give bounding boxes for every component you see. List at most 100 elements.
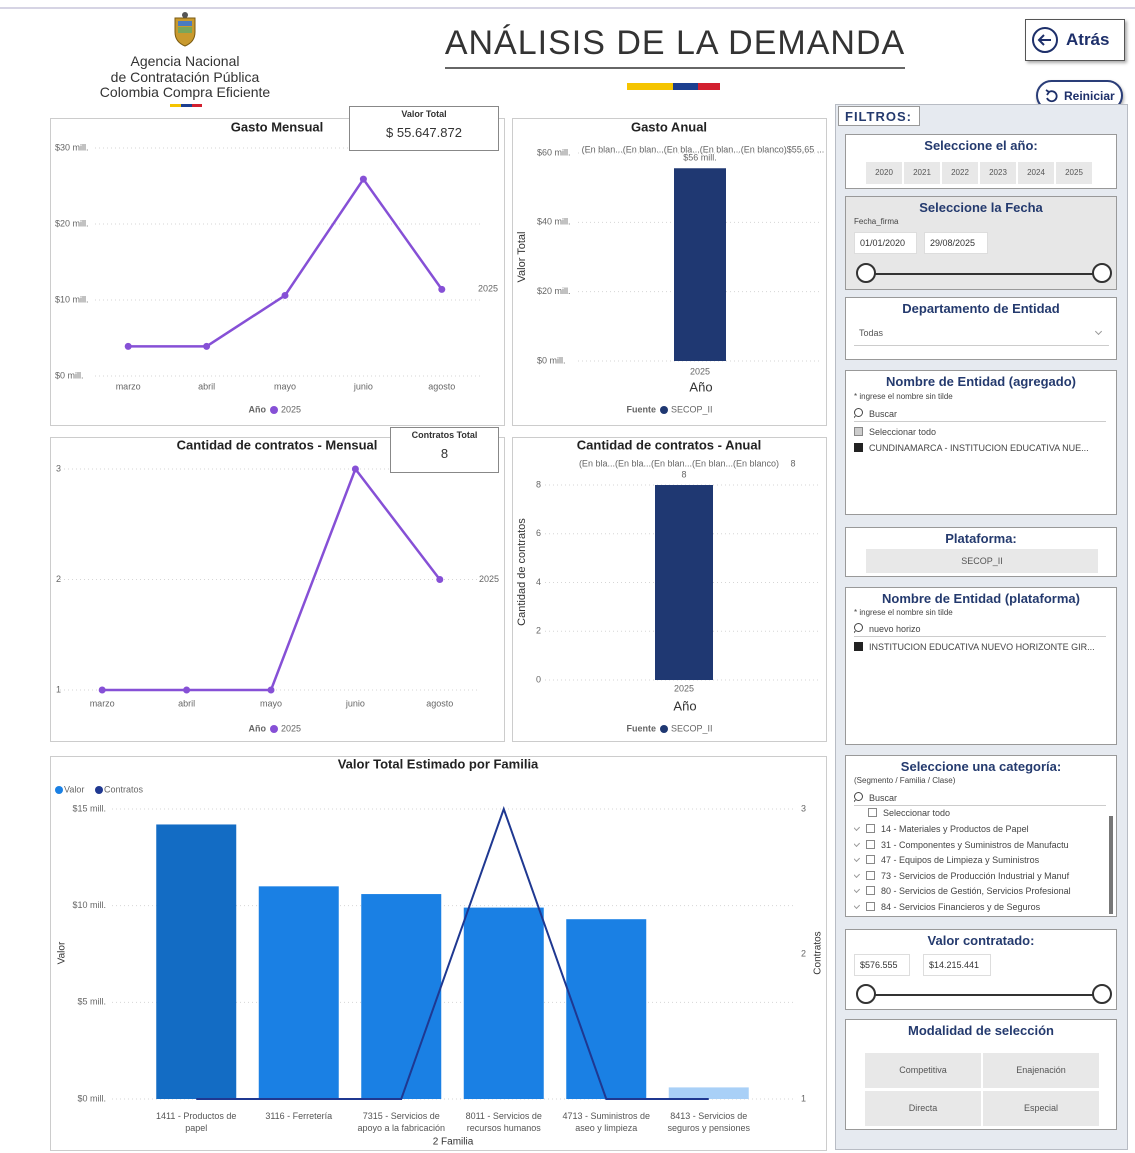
annotation: (En bla...(En bla...(En blan...(En blan.… (579, 458, 779, 468)
checkbox (866, 855, 875, 865)
year-option[interactable]: 2022 (942, 162, 978, 184)
slider-knob[interactable] (856, 984, 876, 1004)
option-label: INSTITUCION EDUCATIVA NUEVO HORIZONTE GI… (869, 642, 1095, 652)
expand-arrow (854, 824, 861, 832)
year-option[interactable]: 2025 (1056, 162, 1092, 184)
value-min[interactable]: $576.555 (854, 954, 910, 976)
option-label: 80 - Servicios de Gestión, Servicios Pro… (881, 886, 1071, 897)
option[interactable]: INSTITUCION EDUCATIVA NUEVO HORIZONTE GI… (854, 642, 1106, 656)
category-option[interactable]: 84 - Servicios Financieros y de Seguros (854, 902, 1104, 916)
axis-title: Año (689, 379, 712, 394)
point (98, 686, 106, 694)
category-option[interactable]: 80 - Servicios de Gestión, Servicios Pro… (854, 886, 1104, 900)
legend-title: Año (249, 723, 267, 733)
year-option[interactable]: 2020 (866, 162, 902, 184)
option-label: Seleccionar todo (883, 808, 951, 818)
kpi-card: Valor Total $ 55.647.872 (349, 106, 499, 151)
expand-arrow (854, 839, 861, 847)
modality-option[interactable]: Competitiva (865, 1053, 981, 1088)
chart-title: Gasto Mensual (231, 119, 323, 134)
y-tick-label: $30 mill. (55, 142, 89, 152)
y-tick-label: $10 mill. (72, 900, 106, 910)
value-slider[interactable] (856, 984, 1112, 1004)
filter-title: Valor contratado: (927, 933, 1035, 948)
y-tick-label: $20 mill. (537, 286, 571, 296)
year-option[interactable]: 2024 (1018, 162, 1054, 184)
scrollbar[interactable] (1109, 816, 1113, 914)
category-option[interactable]: 31 - Componentes y Suministros de Manufa… (854, 839, 1104, 854)
logo-line: de Contratación Pública (110, 69, 260, 85)
hint: * ingrese el nombre sin tilde (854, 392, 953, 401)
x-tick-label: marzo (90, 698, 115, 708)
x-tick-label: mayo (260, 698, 282, 708)
expand-arrow (854, 886, 861, 894)
category-option[interactable]: 14 - Materiales y Productos de Papel (854, 824, 1104, 838)
value-max[interactable]: $14.215.441 (923, 954, 991, 976)
chart-title: Cantidad de contratos - Anual (577, 437, 761, 452)
legend-title: Fuente (626, 723, 656, 733)
search-box[interactable]: Buscar (854, 792, 1106, 806)
search-text: Buscar (869, 409, 898, 419)
year-option[interactable]: 2023 (980, 162, 1016, 184)
x-tick-label: 1411 - Productos de papel (156, 1111, 237, 1133)
x-tick-label: 4713 - Suministros de aseo y limpieza (562, 1111, 651, 1133)
modality-option[interactable]: Enajenación (983, 1053, 1099, 1088)
date-start[interactable]: 01/01/2020 (854, 232, 917, 254)
back-button[interactable]: Atrás (1025, 19, 1125, 61)
logo-shield (174, 12, 196, 47)
kpi-value: $ 55.647.872 (386, 125, 462, 140)
expand-arrow (854, 870, 861, 878)
date-end[interactable]: 29/08/2025 (924, 232, 988, 254)
legend-title: Fuente (626, 404, 656, 414)
modality-option[interactable]: Directa (865, 1091, 981, 1126)
filter-title: Nombre de Entidad (agregado) (886, 374, 1076, 389)
chart-title: Gasto Anual (631, 119, 707, 134)
axis-title: Valor Total (516, 232, 528, 283)
axis-title: Valor (57, 941, 68, 964)
dropdown[interactable]: Todas (854, 323, 1109, 346)
select-all[interactable]: Seleccionar todo (854, 427, 1106, 441)
category-option[interactable]: 73 - Servicios de Producción Industrial … (854, 870, 1104, 885)
search-text: nuevo horizo (869, 624, 921, 634)
category-option[interactable]: 47 - Equipos de Limpieza y Suministros (854, 855, 1104, 869)
entity-aggregated-filter: Nombre de Entidad (agregado) * ingrese e… (845, 370, 1117, 515)
legend-title: Año (249, 404, 267, 414)
y-tick-label: $15 mill. (72, 803, 106, 813)
bar (258, 886, 339, 1099)
year-option[interactable]: 2021 (904, 162, 940, 184)
point (436, 576, 444, 583)
y-tick-label: $0 mill. (537, 355, 566, 365)
slider-knob[interactable] (1092, 984, 1112, 1004)
y-tick-label: $20 mill. (55, 218, 89, 228)
series-end-label: 2025 (479, 574, 499, 584)
option-label: 14 - Materiales y Productos de Papel (881, 824, 1029, 834)
option[interactable]: CUNDINAMARCA - INSTITUCION EDUCATIVA NUE… (854, 443, 1106, 457)
axis-title: Año (673, 698, 696, 713)
legend-swatch (660, 725, 668, 733)
y-tick-label: $40 mill. (537, 217, 571, 227)
search-box[interactable]: nuevo horizo (854, 623, 1106, 637)
filter-title: Plataforma: (945, 531, 1017, 546)
modality-option[interactable]: Especial (983, 1091, 1099, 1126)
y-tick-label: $0 mill. (77, 1093, 106, 1103)
panel (50, 437, 505, 742)
flag-blue (673, 83, 698, 90)
slider-knob[interactable] (1092, 263, 1112, 283)
select-all[interactable]: Seleccionar todo (868, 808, 1106, 822)
search-box[interactable]: Buscar (854, 408, 1106, 422)
checkbox (866, 886, 875, 896)
filter-title: Departamento de Entidad (902, 301, 1060, 316)
bar (674, 168, 726, 361)
platform-option[interactable]: SECOP_II (866, 549, 1098, 573)
slider-knob[interactable] (856, 263, 876, 283)
annotation: (En blan...(En blan...(En bla...(En blan… (582, 144, 825, 154)
annotation: 8 (790, 458, 795, 468)
kpi-value: 8 (440, 446, 449, 461)
kpi-label: Contratos Total (411, 430, 478, 440)
back-icon (1032, 27, 1058, 53)
y-tick-label: $5 mill. (77, 997, 106, 1007)
filter-title: Modalidad de selección (908, 1023, 1054, 1038)
date-slider[interactable] (856, 263, 1112, 283)
flag-yellow (627, 83, 673, 90)
